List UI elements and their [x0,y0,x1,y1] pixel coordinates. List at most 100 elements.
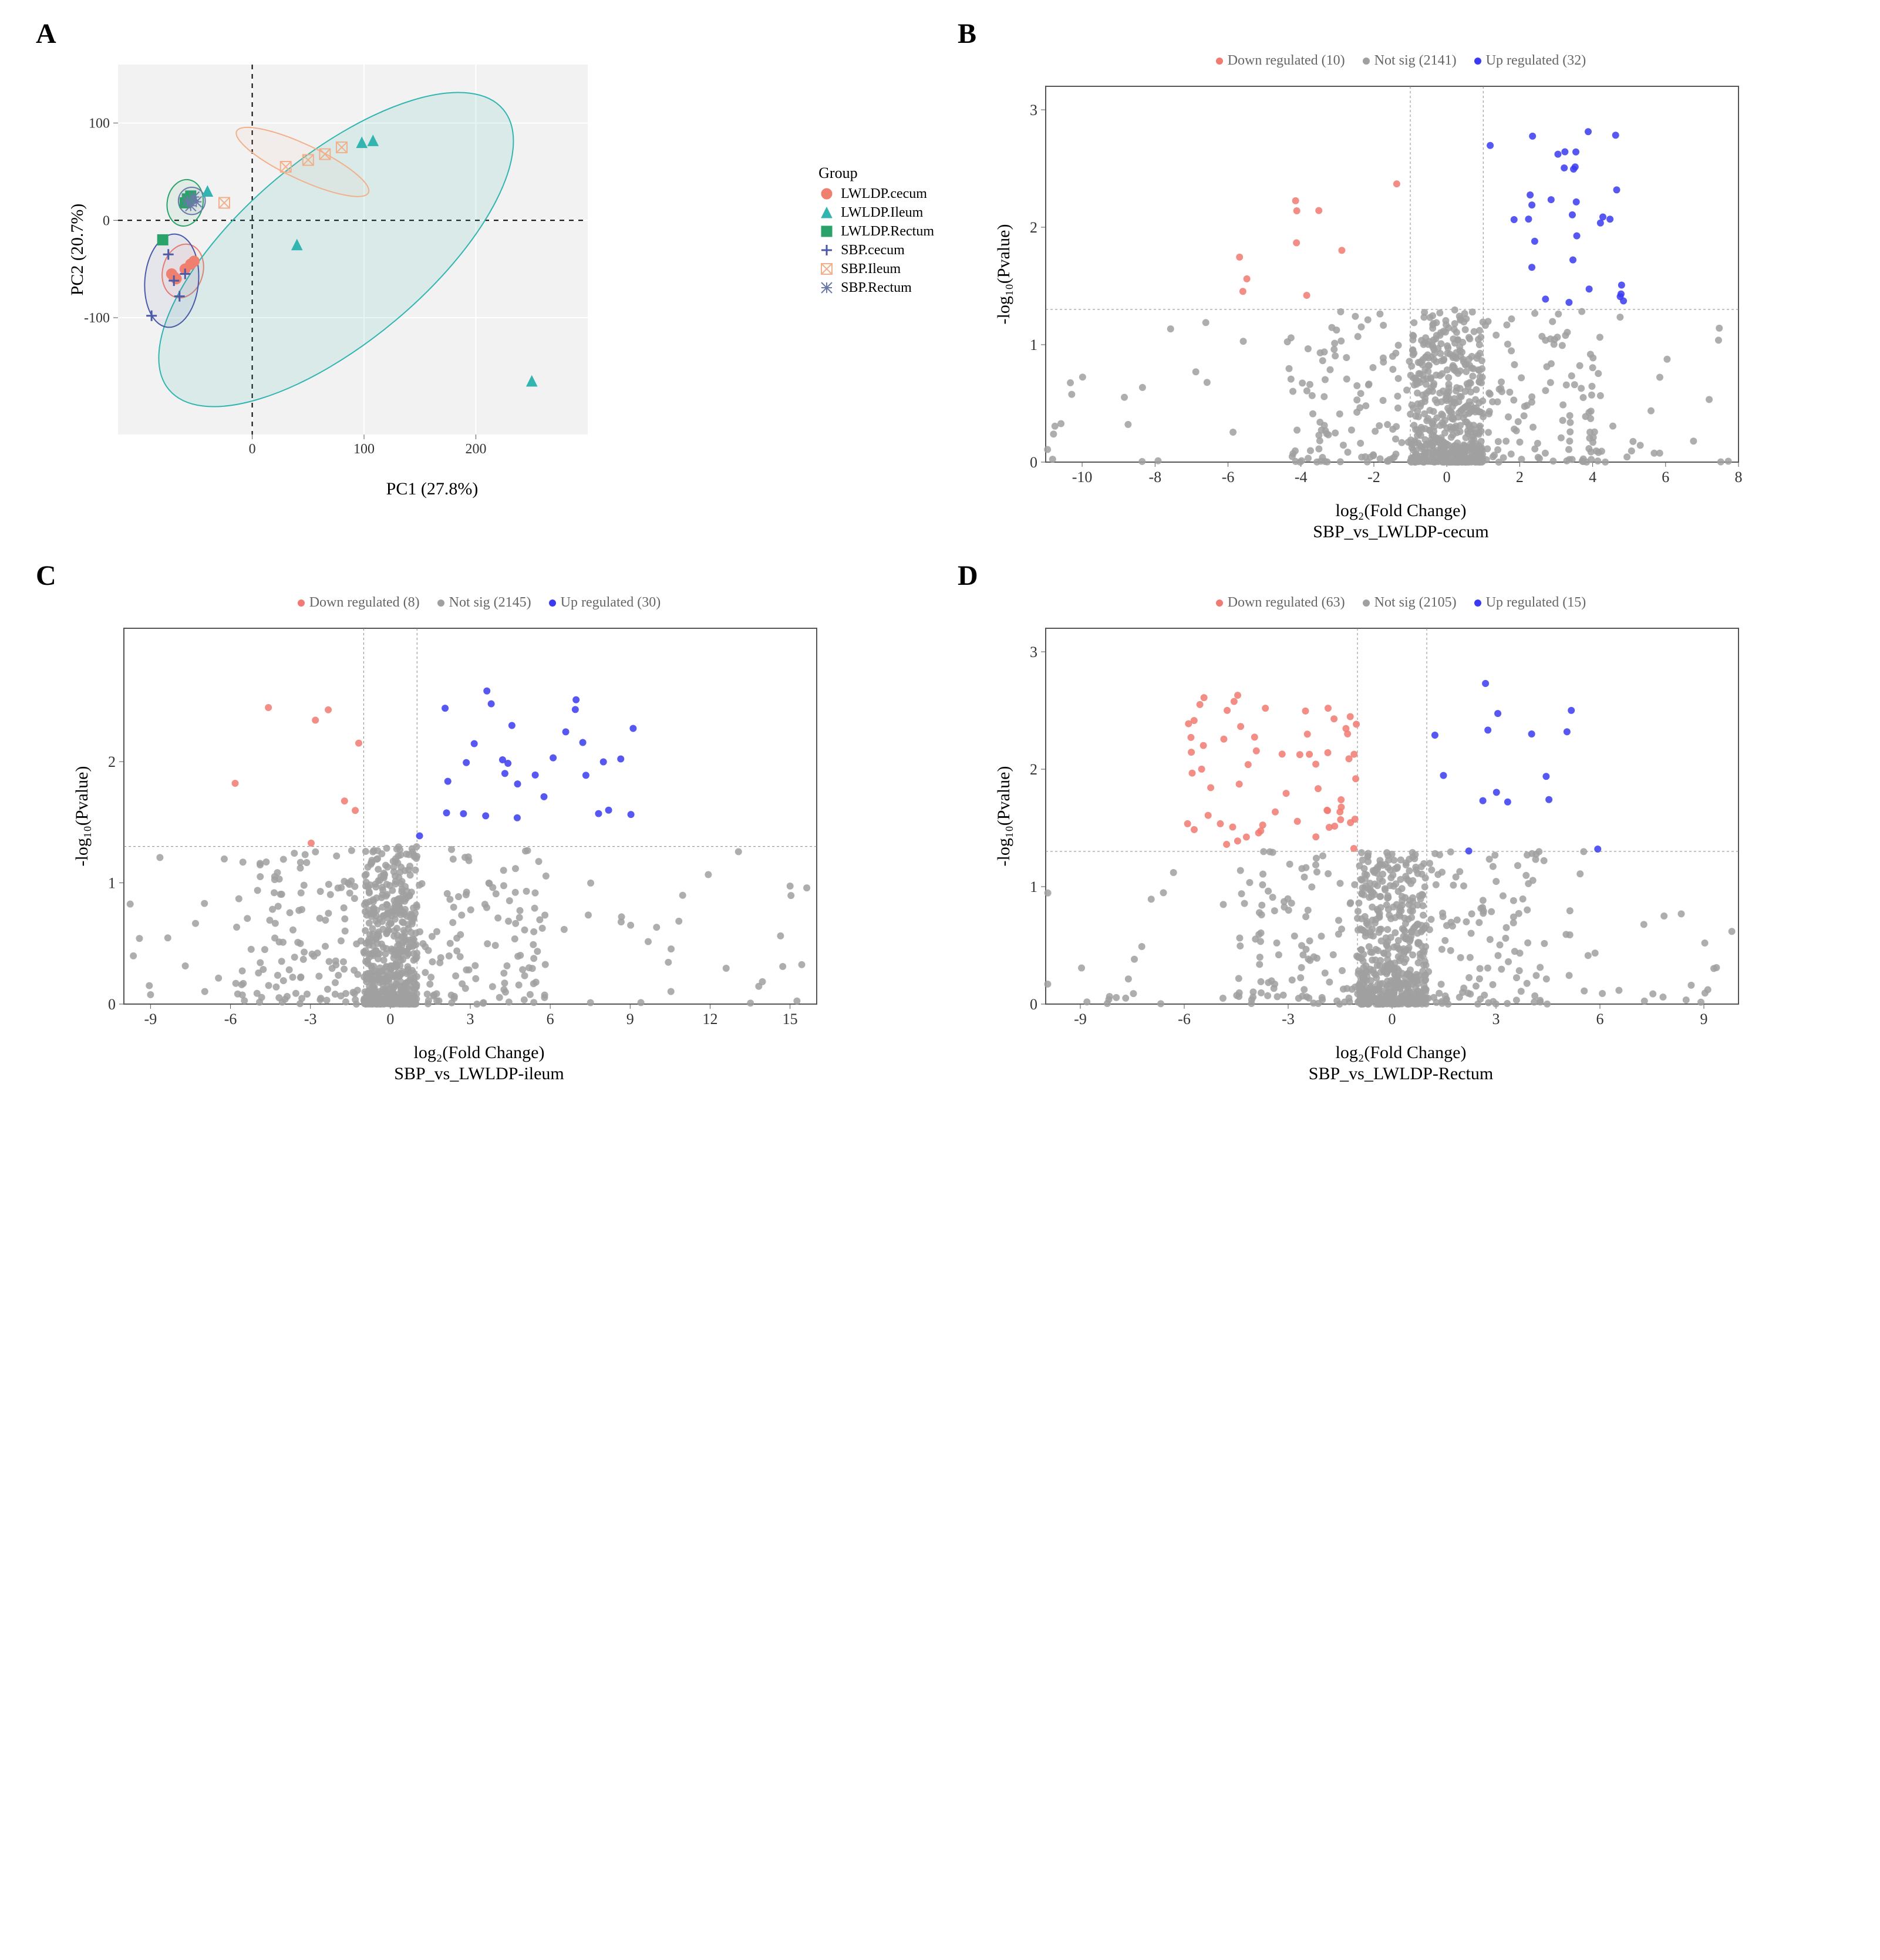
svg-text:0: 0 [1030,996,1037,1013]
svg-text:0: 0 [1443,469,1451,486]
panel-D-label: D [958,560,978,592]
pca-legend-label: SBP.Ileum [841,261,901,277]
down-swatch [1216,600,1223,607]
panel-A-label: A [36,18,56,50]
svg-text:1: 1 [108,875,116,892]
pca-legend-label: LWLDP.Ileum [841,205,923,221]
pca-chart-wrap: 0100200-1000100PC2 (20.7%) PC1 (27.8%) G… [30,53,928,499]
svg-text:2: 2 [1030,761,1037,778]
down-swatch [1216,58,1223,65]
svg-text:-log₁₀(Pvalue): -log₁₀(Pvalue) [72,766,92,867]
volcano-D-xlabel: log₂(Fold Change) [952,1043,1850,1063]
svg-text:8: 8 [1735,469,1743,486]
svg-text:-3: -3 [1282,1011,1295,1028]
down-swatch [298,600,305,607]
volcano-C-wrap: Down regulated (8) Not sig (2145) Up reg… [30,595,928,1084]
svg-text:3: 3 [1030,644,1037,661]
svg-text:12: 12 [702,1011,717,1028]
svg-text:0: 0 [1389,1011,1396,1028]
svg-text:15: 15 [783,1011,798,1028]
pca-legend-item: LWLDP.Ileum [818,204,934,221]
pca-legend: Group LWLDP.cecum LWLDP.Ileum LWLDP.Rectum… [818,164,934,298]
svg-text:4: 4 [1589,469,1596,486]
svg-text:3: 3 [1492,1011,1500,1028]
volcano-B-xlabel: log₂(Fold Change) [952,501,1850,521]
volcano-C-plot: -9-6-303691215012-log₁₀(Pvalue) [71,617,834,1039]
svg-text:9: 9 [1700,1011,1708,1028]
svg-text:1: 1 [1030,878,1037,895]
svg-text:-6: -6 [1222,469,1235,486]
figure-grid: A 0100200-1000100PC2 (20.7%) PC1 (27.8%)… [30,23,1850,1084]
pca-legend-label: SBP.cecum [841,243,905,258]
pca-legend-label: LWLDP.Rectum [841,224,934,240]
notsig-swatch [1363,600,1370,607]
svg-text:0: 0 [1030,454,1037,471]
svg-text:-8: -8 [1148,469,1161,486]
volcano-D-plot: -9 -6 -3 0 3 6 9 0 1 2 3 -log₁₀(Pvalue) [993,617,1756,1039]
pca-plot: 0 100 200 -100 0 100 PC2 (20.7%) [71,53,599,476]
legend-down: Down regulated (63) [1228,595,1345,611]
volcano-C-legend: Down regulated (8) Not sig (2145) Up reg… [30,595,928,611]
pca-legend-title: Group [818,164,934,182]
panel-C-label: C [36,560,56,592]
svg-text:-log₁₀(Pvalue): -log₁₀(Pvalue) [994,766,1013,867]
svg-text:2: 2 [1516,469,1524,486]
volcano-C-subtitle: SBP_vs_LWLDP-ileum [30,1064,928,1084]
up-swatch [549,600,556,607]
up-swatch [1474,58,1481,65]
volcano-C-xlabel: log₂(Fold Change) [30,1043,928,1063]
volcano-D-legend: Down regulated (63) Not sig (2105) Up re… [952,595,1850,611]
svg-text:0: 0 [249,442,256,457]
svg-text:9: 9 [626,1011,634,1028]
panel-D: D Down regulated (63) Not sig (2105) Up … [952,565,1850,1084]
svg-text:1: 1 [1030,336,1037,353]
legend-down: Down regulated (8) [309,595,420,611]
legend-notsig: Not sig (2105) [1374,595,1457,611]
svg-text:2: 2 [1030,219,1037,236]
volcano-B-plot: -10-8-6-4-2024680123-log₁₀(Pvalue) [993,75,1756,497]
svg-text:6: 6 [1662,469,1669,486]
pca-legend-item: SBP.Ileum [818,261,934,277]
volcano-D-wrap: Down regulated (63) Not sig (2105) Up re… [952,595,1850,1084]
svg-text:100: 100 [353,442,375,457]
pca-legend-item: SBP.Rectum [818,279,934,296]
legend-down: Down regulated (10) [1228,53,1345,69]
svg-text:0: 0 [103,213,110,228]
svg-text:-6: -6 [224,1011,237,1028]
panel-B: B Down regulated (10) Not sig (2141) Up … [952,23,1850,542]
volcano-B-subtitle: SBP_vs_LWLDP-cecum [952,522,1850,542]
pca-legend-label: SBP.Rectum [841,280,912,296]
svg-text:3: 3 [1030,102,1037,119]
svg-text:-3: -3 [304,1011,317,1028]
svg-text:0: 0 [386,1011,394,1028]
svg-text:-9: -9 [1074,1011,1087,1028]
legend-up: Up regulated (15) [1486,595,1586,611]
svg-text:2: 2 [108,753,116,770]
svg-text:-log₁₀(Pvalue): -log₁₀(Pvalue) [994,224,1013,325]
legend-up: Up regulated (30) [561,595,661,611]
notsig-swatch [437,600,444,607]
pca-legend-item: LWLDP.Rectum [818,223,934,240]
volcano-B-legend: Down regulated (10) Not sig (2141) Up re… [952,53,1850,69]
svg-text:-100: -100 [84,311,110,326]
svg-text:6: 6 [1596,1011,1604,1028]
pca-legend-item: SBP.cecum [818,242,934,258]
svg-text:-9: -9 [144,1011,157,1028]
volcano-B-wrap: Down regulated (10) Not sig (2141) Up re… [952,53,1850,542]
svg-text:-6: -6 [1178,1011,1191,1028]
svg-text:200: 200 [466,442,487,457]
legend-notsig: Not sig (2141) [1374,53,1457,69]
volcano-D-subtitle: SBP_vs_LWLDP-Rectum [952,1064,1850,1084]
notsig-swatch [1363,58,1370,65]
panel-C: C Down regulated (8) Not sig (2145) Up r… [30,565,928,1084]
pca-legend-item: LWLDP.cecum [818,186,934,202]
svg-text:PC2 (20.7%): PC2 (20.7%) [71,204,87,296]
up-swatch [1474,600,1481,607]
legend-up: Up regulated (32) [1486,53,1586,69]
panel-A: A 0100200-1000100PC2 (20.7%) PC1 (27.8%)… [30,23,928,542]
svg-text:-2: -2 [1367,469,1380,486]
svg-text:0: 0 [108,996,116,1013]
svg-text:3: 3 [467,1011,474,1028]
svg-text:100: 100 [89,116,110,131]
svg-text:-10: -10 [1072,469,1093,486]
